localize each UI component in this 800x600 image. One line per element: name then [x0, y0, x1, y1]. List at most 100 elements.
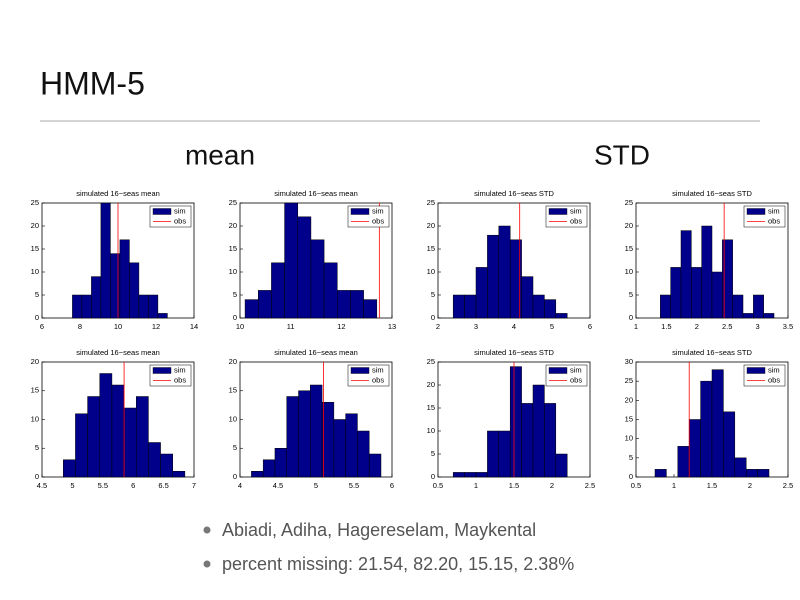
chart-title: simulated 16−seas STD	[474, 348, 554, 357]
histogram-bar	[544, 403, 557, 478]
x-tick-label: 5	[550, 322, 554, 331]
y-tick-label: 25	[229, 198, 237, 207]
y-tick-label: 20	[427, 380, 435, 389]
legend-label: obs	[768, 375, 780, 384]
legend-swatch	[350, 367, 370, 374]
column-header: STD	[594, 139, 650, 170]
histogram-bar	[298, 390, 311, 478]
histogram-bar	[532, 294, 545, 319]
y-tick-label: 15	[427, 403, 435, 412]
legend-swatch	[746, 208, 766, 215]
histogram-bar	[487, 430, 500, 478]
histogram-bar	[262, 459, 276, 478]
histogram-bar	[110, 253, 121, 319]
legend-label: sim	[570, 365, 582, 374]
y-tick-label: 0	[233, 472, 237, 481]
histogram-bar	[742, 313, 754, 319]
y-tick-label: 20	[229, 357, 237, 366]
legend-swatch	[548, 367, 568, 374]
histogram-bar	[654, 469, 667, 478]
x-tick-label: 4.5	[37, 481, 47, 490]
histogram-bar	[498, 430, 511, 478]
histogram-bar	[701, 225, 713, 319]
histogram-bar	[310, 384, 323, 478]
legend-label: sim	[174, 365, 186, 374]
bullet-dot	[203, 526, 211, 534]
y-tick-label: 0	[35, 472, 39, 481]
x-tick-label: 6	[40, 322, 44, 331]
histogram-bar	[555, 313, 568, 319]
x-tick-label: 1.5	[661, 322, 671, 331]
y-tick-label: 20	[229, 221, 237, 230]
histogram-bar	[532, 384, 545, 478]
y-tick-label: 5	[629, 290, 633, 299]
y-tick-label: 15	[625, 414, 633, 423]
histogram-bar	[711, 271, 723, 319]
bullet-dot	[203, 560, 211, 568]
histogram-bar	[670, 267, 682, 319]
histogram-bar	[475, 472, 488, 478]
histogram-bar	[544, 299, 557, 319]
x-tick-label: 1	[634, 322, 638, 331]
histogram-bar	[487, 234, 500, 319]
y-tick-label: 5	[629, 453, 633, 462]
x-tick-label: 2	[436, 322, 440, 331]
histogram-bar	[753, 294, 764, 319]
y-tick-label: 0	[629, 313, 633, 322]
y-tick-label: 25	[427, 357, 435, 366]
histogram-bar	[732, 294, 744, 319]
histogram-bar	[157, 313, 168, 319]
x-tick-label: 1.5	[509, 481, 519, 490]
chart-title: simulated 16−seas STD	[672, 189, 752, 198]
x-tick-label: 2	[550, 481, 554, 490]
y-tick-label: 25	[427, 198, 435, 207]
x-tick-label: 6.5	[158, 481, 168, 490]
histogram-bar	[357, 430, 370, 478]
x-tick-label: 3.5	[783, 322, 793, 331]
histogram-bar	[160, 453, 173, 478]
x-tick-label: 5	[70, 481, 74, 490]
histogram-bar	[271, 262, 285, 319]
histogram-bar	[251, 471, 264, 478]
y-tick-label: 20	[625, 395, 633, 404]
y-tick-label: 25	[625, 198, 633, 207]
histogram-bar	[63, 459, 76, 478]
chart-title: simulated 16−seas STD	[672, 348, 752, 357]
y-tick-label: 0	[629, 472, 633, 481]
histogram-bar	[722, 239, 733, 319]
y-tick-label: 5	[233, 290, 237, 299]
histogram-bar	[734, 457, 747, 478]
x-tick-label: 5.5	[98, 481, 108, 490]
legend-label: sim	[768, 206, 780, 215]
x-tick-label: 4.5	[273, 481, 283, 490]
histogram-bar	[475, 267, 488, 319]
histogram-bar	[284, 202, 299, 319]
bullet-text: percent missing: 21.54, 82.20, 15.15, 2.…	[222, 554, 574, 574]
histogram-bar	[711, 369, 724, 478]
histogram-bar	[555, 453, 568, 478]
x-tick-label: 6	[390, 481, 394, 490]
histogram-bar	[99, 373, 113, 478]
x-tick-label: 1.5	[707, 481, 717, 490]
legend-swatch	[746, 367, 766, 374]
histogram-bar	[257, 290, 272, 319]
histogram-bar	[244, 299, 259, 319]
y-tick-label: 0	[233, 313, 237, 322]
x-tick-label: 14	[190, 322, 198, 331]
histogram-bar	[138, 294, 149, 319]
x-tick-label: 6	[131, 481, 135, 490]
histogram-bar	[148, 442, 161, 478]
histogram-bar	[363, 299, 378, 319]
histogram-bar	[680, 230, 692, 319]
legend-label: obs	[768, 216, 780, 225]
legend-label: obs	[372, 375, 384, 384]
histogram-bar	[763, 313, 775, 319]
x-tick-label: 4	[238, 481, 242, 490]
column-header: mean	[185, 139, 255, 170]
x-tick-label: 3	[756, 322, 760, 331]
histogram-bar	[368, 453, 382, 478]
histogram-bar	[123, 407, 137, 478]
histogram-bar	[350, 290, 364, 319]
x-tick-label: 5.5	[349, 481, 359, 490]
histogram-bar	[452, 294, 465, 319]
